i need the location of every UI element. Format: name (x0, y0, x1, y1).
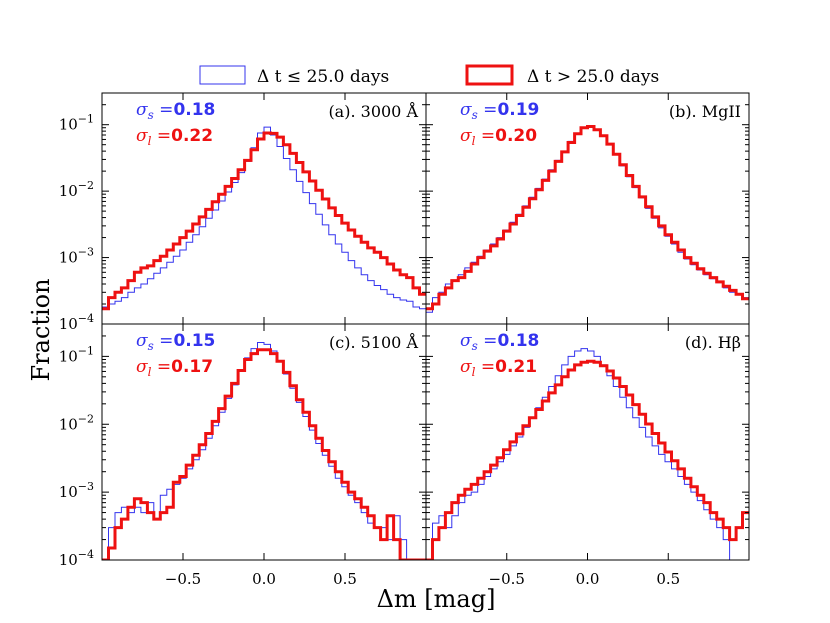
y-tick-label-base: 10 (59, 249, 78, 267)
y-tick-label-exponent: −3 (78, 480, 94, 493)
sigma-symbol: σ (460, 357, 472, 377)
sigma-symbol: σ (136, 357, 148, 377)
sigma-symbol: σ (460, 331, 472, 351)
legend-label-long: Δ t > 25.0 days (527, 67, 659, 87)
y-tick-label: 10−4 (59, 312, 94, 333)
y-tick-label-base: 10 (59, 182, 78, 200)
sigma-s-annotation: σs =0.19 (460, 100, 539, 122)
sigma-equals: = (154, 100, 174, 120)
sigma-l-annotation: σl =0.22 (136, 126, 213, 148)
x-tick-label: −0.5 (165, 570, 201, 588)
sigma-symbol: σ (136, 331, 148, 351)
panel-series (102, 126, 426, 311)
series-long-histogram (102, 348, 426, 560)
y-axis-label: Fraction (27, 278, 55, 381)
sigma-s-annotation: σs =0.18 (460, 331, 539, 353)
y-tick-label: 10−3 (59, 246, 94, 267)
sigma-subscript: s (148, 339, 154, 353)
panel-label: (c). 5100 Å (329, 332, 418, 352)
series-short-histogram (426, 125, 749, 313)
legend-label-short: Δ t ≤ 25.0 days (257, 67, 389, 87)
series-short-histogram (426, 348, 749, 560)
y-tick-label-exponent: −4 (78, 312, 94, 325)
sigma-equals: = (475, 126, 495, 146)
y-tick-label: 10−1 (59, 113, 94, 134)
sigma-equals: = (475, 357, 495, 377)
sigma-equals: = (478, 100, 498, 120)
sigma-value: 0.21 (495, 357, 537, 377)
sigma-subscript: l (472, 365, 476, 379)
panel-label: (d). Hβ (685, 333, 741, 352)
sigma-symbol: σ (136, 100, 148, 120)
sigma-subscript: s (472, 339, 478, 353)
y-tick-label-exponent: −4 (78, 548, 94, 561)
panel-series (426, 125, 749, 313)
x-tick-label: 0.0 (252, 570, 276, 588)
sigma-value: 0.17 (171, 357, 213, 377)
sigma-symbol: σ (136, 126, 148, 146)
y-tick-label: 10−2 (59, 412, 94, 433)
y-tick-label-exponent: −1 (78, 344, 94, 357)
sigma-value: 0.15 (173, 331, 215, 351)
y-tick-label-base: 10 (59, 551, 78, 569)
sigma-value: 0.18 (497, 331, 539, 351)
y-tick-label-base: 10 (59, 347, 78, 365)
y-tick-label: 10−3 (59, 480, 94, 501)
sigma-equals: = (154, 331, 174, 351)
panel-label: (a). 3000 Å (328, 101, 418, 121)
sigma-equals: = (478, 331, 498, 351)
y-tick-label-exponent: −1 (78, 113, 94, 126)
series-long-histogram (102, 131, 426, 311)
legend: Δ t ≤ 25.0 days Δ t > 25.0 days (199, 64, 659, 87)
y-tick-label-base: 10 (59, 483, 78, 501)
sigma-value: 0.19 (497, 100, 539, 120)
x-axis-label: Δm [mag] (377, 585, 496, 613)
sigma-symbol: σ (460, 126, 472, 146)
sigma-subscript: l (148, 134, 152, 148)
sigma-s-annotation: σs =0.18 (136, 100, 215, 122)
sigma-equals: = (151, 357, 171, 377)
x-tick-label: 0.5 (333, 570, 357, 588)
series-long-histogram (426, 125, 749, 311)
y-tick-label: 10−1 (59, 344, 94, 365)
series-short-histogram (102, 126, 426, 310)
series-long-histogram (426, 359, 749, 560)
sigma-subscript: l (472, 134, 476, 148)
y-tick-label-base: 10 (59, 415, 78, 433)
y-tick-label-exponent: −2 (78, 412, 94, 425)
panel-label: (b). MgII (669, 102, 741, 121)
sigma-subscript: s (472, 108, 478, 122)
sigma-equals: = (151, 126, 171, 146)
sigma-value: 0.18 (173, 100, 215, 120)
sigma-l-annotation: σl =0.21 (460, 357, 537, 379)
y-tick-label-exponent: −3 (78, 246, 94, 259)
y-tick-label: 10−4 (59, 548, 94, 569)
y-tick-label: 10−2 (59, 179, 94, 200)
sigma-value: 0.20 (495, 126, 537, 146)
panel-series (426, 348, 749, 560)
x-tick-label: −0.5 (489, 570, 525, 588)
panel-series (102, 342, 426, 560)
sigma-subscript: l (148, 365, 152, 379)
sigma-s-annotation: σs =0.15 (136, 331, 215, 353)
x-tick-label: 0.5 (656, 570, 680, 588)
legend-swatch-short (199, 65, 246, 85)
sigma-l-annotation: σl =0.17 (136, 357, 213, 379)
y-tick-label-base: 10 (59, 116, 78, 134)
y-tick-label-base: 10 (59, 315, 78, 333)
sigma-value: 0.22 (171, 126, 213, 146)
legend-swatch-long (465, 64, 514, 86)
x-tick-label: 0.0 (576, 570, 600, 588)
panel-frame (425, 323, 750, 561)
sigma-l-annotation: σl =0.20 (460, 126, 537, 148)
sigma-subscript: s (148, 108, 154, 122)
y-tick-label-exponent: −2 (78, 179, 94, 192)
sigma-symbol: σ (460, 100, 472, 120)
